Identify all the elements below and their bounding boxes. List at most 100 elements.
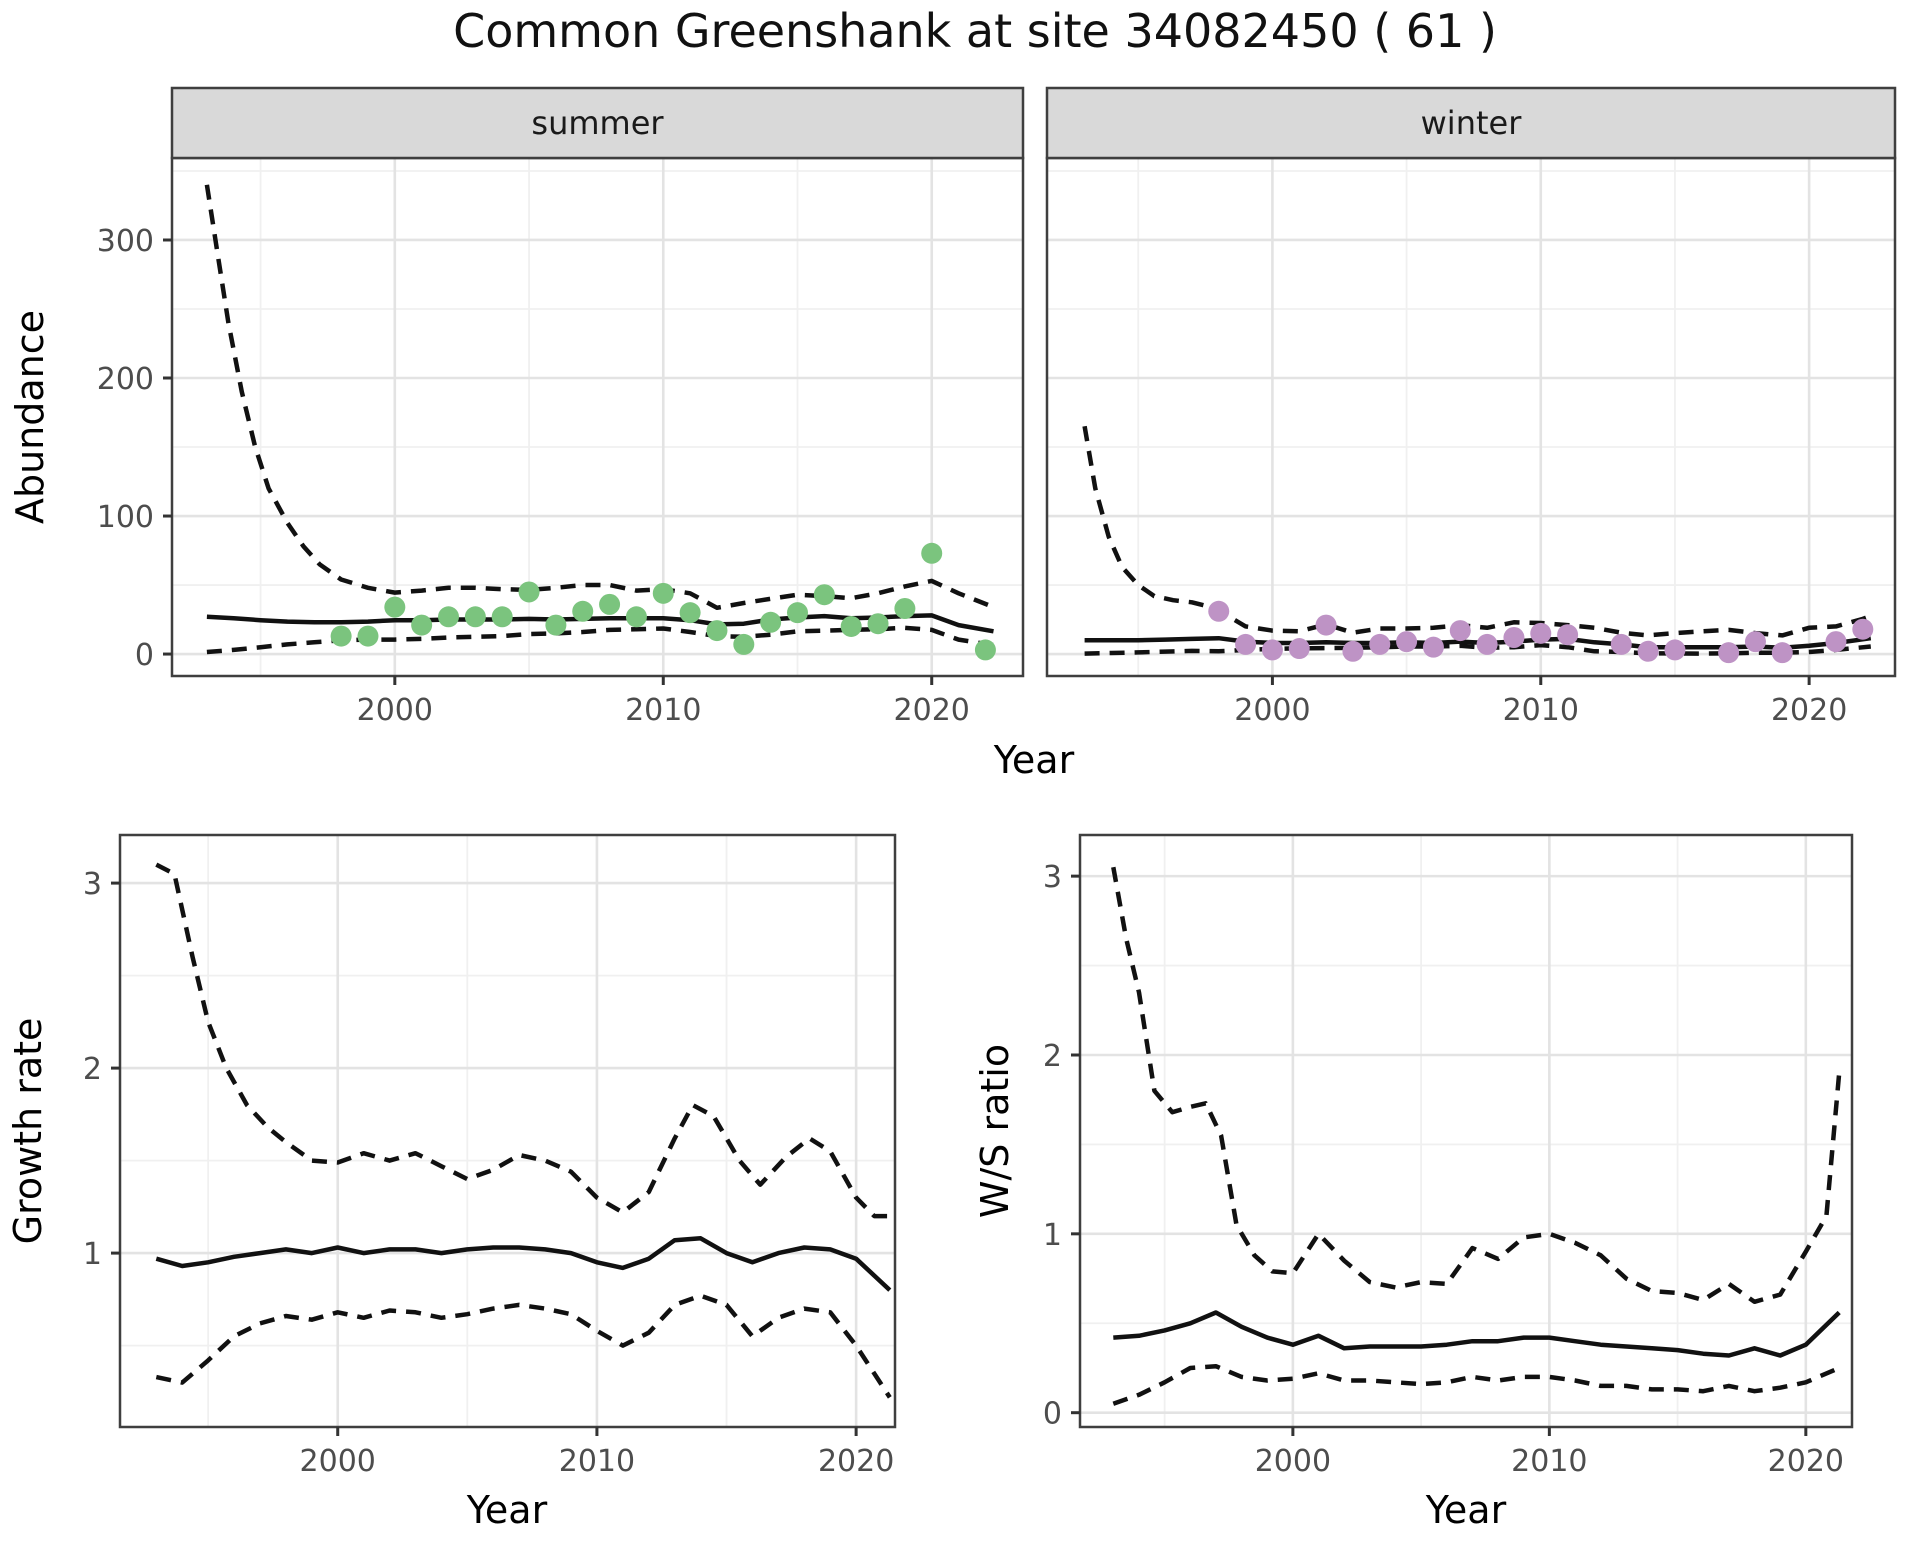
data-point — [357, 625, 379, 647]
data-point — [438, 606, 460, 628]
panel-growth_rate: 2000 2010 2020 1 2 3 — [83, 833, 897, 1479]
data-point — [1557, 624, 1579, 646]
axis-ticks-and-labels: 2000 2010 2020 1 2 3 — [83, 867, 894, 1479]
data-point — [1208, 600, 1230, 622]
x-tick-label: 2010 — [1503, 693, 1579, 728]
data-point — [1744, 631, 1766, 653]
data-point — [1771, 642, 1793, 664]
data-point — [679, 602, 701, 624]
x-axis-title-top: Year — [993, 738, 1075, 782]
gridlines-major — [172, 158, 1023, 676]
lower-ci-line — [155, 1293, 892, 1399]
data-point — [599, 593, 621, 615]
x-tick-label: 2000 — [300, 1444, 376, 1479]
y-axis-title-abundance: Abundance — [8, 309, 52, 525]
data-point — [1530, 622, 1552, 644]
x-tick-label: 2020 — [1771, 693, 1847, 728]
x-axis-title-bottom-left: Year — [466, 1488, 548, 1532]
gridlines-major — [1047, 158, 1895, 676]
data-point — [1315, 614, 1337, 636]
upper-ci-line — [204, 184, 995, 611]
panel-border — [118, 833, 897, 1429]
data-points — [330, 542, 996, 661]
mean-line — [1113, 1310, 1841, 1358]
gridlines-minor — [1047, 158, 1895, 676]
data-point — [1718, 642, 1740, 664]
panel-background — [172, 158, 1023, 676]
axis-ticks-and-labels: 2000 2010 2020 0 1 2 3 — [1043, 860, 1844, 1479]
data-point — [974, 639, 996, 661]
y-tick-label: 0 — [135, 638, 154, 673]
data-point — [545, 614, 567, 636]
x-tick-label: 2010 — [625, 693, 701, 728]
figure-title: Common Greenshank at site 34082450 ( 61 … — [453, 4, 1497, 58]
y-tick-label: 1 — [83, 1237, 102, 1272]
y-axis-title-ws-ratio: W/S ratio — [973, 1043, 1017, 1219]
lower-ci-line — [1084, 642, 1872, 656]
y-tick-label: 2 — [1043, 1039, 1062, 1074]
y-tick-label: 2 — [83, 1052, 102, 1087]
data-point — [1449, 620, 1471, 642]
data-point — [733, 633, 755, 655]
y-tick-label: 300 — [97, 224, 154, 259]
data-point — [411, 614, 433, 636]
data-point — [1235, 633, 1257, 655]
panel-ws_ratio: 2000 2010 2020 0 1 2 3 — [1043, 833, 1854, 1479]
x-tick-label: 2020 — [1768, 1444, 1844, 1479]
data-point — [867, 613, 889, 635]
y-tick-label: 3 — [83, 867, 102, 902]
y-tick-label: 3 — [1043, 860, 1062, 895]
x-tick-label: 2010 — [559, 1444, 635, 1479]
data-point — [625, 606, 647, 628]
data-point — [464, 606, 486, 628]
facet-strip-winter — [1045, 86, 1897, 160]
data-point — [572, 600, 594, 622]
gridlines-minor — [120, 835, 895, 1427]
data-point — [894, 598, 916, 620]
facet-strip-summer — [170, 86, 1025, 160]
data-point — [384, 596, 406, 618]
panel-abundance_summer: summer 2000 2010 2020 0 100 200 300 — [97, 86, 1025, 728]
x-tick-label: 2000 — [1234, 693, 1310, 728]
data-point — [840, 615, 862, 637]
data-point — [706, 620, 728, 642]
data-point — [1610, 633, 1632, 655]
data-point — [1476, 633, 1498, 655]
data-point — [760, 611, 782, 633]
data-point — [1852, 618, 1874, 640]
data-point — [1637, 640, 1659, 662]
y-tick-label: 0 — [1043, 1397, 1062, 1432]
x-tick-label: 2000 — [357, 693, 433, 728]
data-point — [1261, 639, 1283, 661]
axis-ticks-and-labels: 2000 2010 2020 0 100 200 300 — [97, 224, 970, 728]
upper-ci-line — [1082, 425, 1872, 638]
data-points — [1208, 600, 1874, 664]
x-tick-label: 2010 — [1511, 1444, 1587, 1479]
y-tick-label: 200 — [97, 362, 154, 397]
data-point — [1342, 640, 1364, 662]
data-point — [1288, 638, 1310, 660]
data-point — [813, 584, 835, 606]
data-point — [1825, 631, 1847, 653]
data-point — [1396, 631, 1418, 653]
upper-ci-line — [155, 862, 890, 1219]
x-axis-title-bottom-right: Year — [1425, 1488, 1507, 1532]
panel-abundance_winter: winter 2000 2010 2020 — [1045, 86, 1897, 728]
x-tick-label: 2020 — [894, 693, 970, 728]
data-point — [518, 581, 540, 603]
data-point — [1503, 626, 1525, 648]
x-tick-label: 2000 — [1255, 1444, 1331, 1479]
data-point — [652, 582, 674, 604]
data-point — [786, 602, 808, 624]
data-point — [921, 542, 943, 564]
y-tick-label: 1 — [1043, 1218, 1062, 1253]
axis-ticks-and-labels: 2000 2010 2020 — [1234, 676, 1847, 728]
gridlines-major — [1080, 835, 1852, 1427]
facet-strip-label: summer — [531, 104, 664, 142]
data-point — [491, 606, 513, 628]
panel-background — [120, 835, 895, 1427]
panel-background — [1047, 158, 1895, 676]
upper-ci-line — [1111, 866, 1842, 1305]
